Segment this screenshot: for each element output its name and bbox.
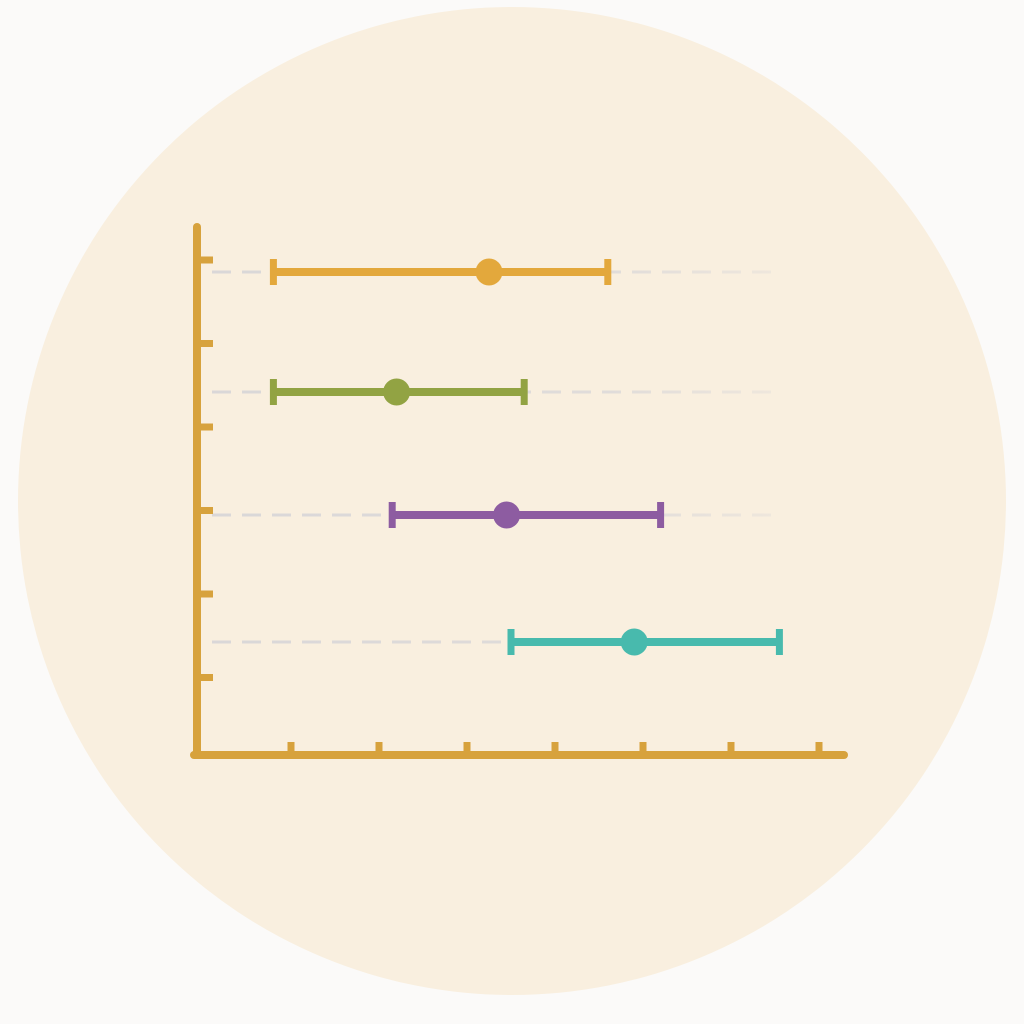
series-1-dot [475, 258, 503, 286]
series-2-dot [383, 378, 411, 406]
series-4-dot [620, 628, 648, 656]
series-3-dot [493, 501, 521, 529]
background-circle [18, 7, 1006, 995]
